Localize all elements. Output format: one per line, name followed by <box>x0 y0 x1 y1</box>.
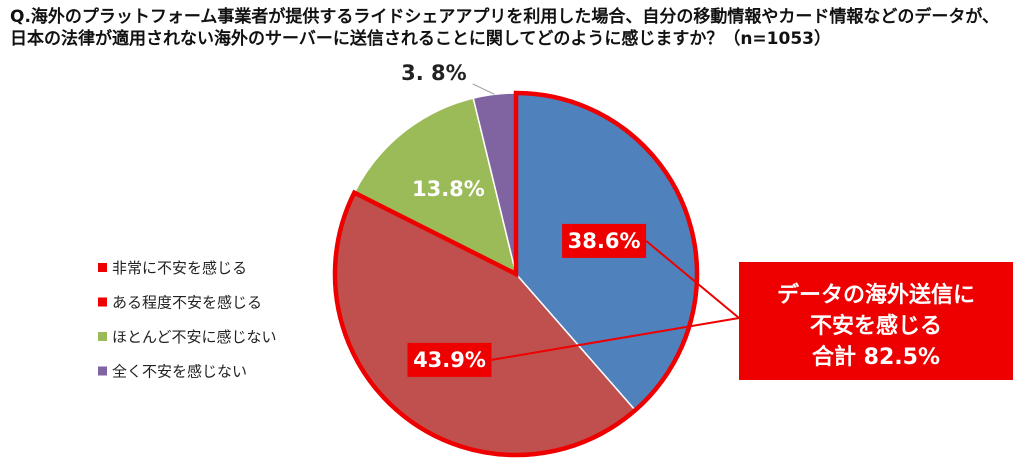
slice-label-box-2 <box>407 342 492 377</box>
legend-item-3: ほとんど不安に感じない <box>112 328 277 346</box>
callout-box <box>739 262 1013 380</box>
legend-item-4: 全く不安を感じない <box>112 363 247 381</box>
legend-marker-3 <box>98 332 107 341</box>
legend-marker-1 <box>98 263 107 272</box>
leader-line-layer <box>472 83 740 361</box>
pie-slice-3 <box>353 97 518 276</box>
labels-layer: 38.6% 43.9% 13.8% 3. 8% <box>401 61 647 377</box>
highlight-outline-layer <box>332 90 700 458</box>
highlight-outline <box>332 90 700 458</box>
slice-4-leader-line <box>472 83 495 95</box>
slice-label-2: 43.9% <box>413 348 486 372</box>
callout-connector-1 <box>645 240 740 319</box>
legend-marker-2 <box>98 297 107 307</box>
slice-label-4: 3. 8% <box>401 61 467 85</box>
callout-line-2: 不安を感じる <box>810 313 942 339</box>
slice-label-3: 13.8% <box>412 177 485 201</box>
slice-label-box-1 <box>562 223 647 258</box>
legend-item-2: ある程度不安を感じる <box>112 294 262 312</box>
legend-item-1: 非常に不安を感じる <box>112 259 247 277</box>
question-line-2: 日本の法律が適用されない海外のサーバーに送信されることに関してどのように感じます… <box>10 28 831 49</box>
legend-marker-4 <box>98 366 107 376</box>
callout-line-3: 合計 82.5% <box>812 344 940 370</box>
slice-label-1: 38.6% <box>568 229 641 253</box>
callout-connector-2 <box>491 317 740 361</box>
callout-line-1: データの海外送信に <box>777 282 975 308</box>
question-line-1: Q.海外のプラットフォーム事業者が提供するライドシェアアプリを利用した場合、自分… <box>10 6 999 27</box>
